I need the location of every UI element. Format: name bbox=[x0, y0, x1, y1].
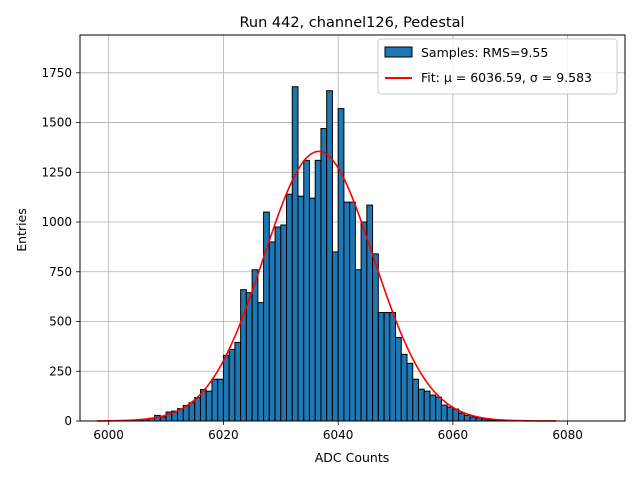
histogram-bar bbox=[189, 403, 195, 421]
histogram-bar bbox=[407, 363, 413, 421]
histogram-bar bbox=[304, 160, 310, 421]
histogram-bar bbox=[373, 254, 379, 421]
y-tick-label: 1000 bbox=[41, 215, 72, 229]
histogram-bar bbox=[332, 252, 338, 421]
histogram-bar bbox=[384, 313, 390, 421]
histogram-bar bbox=[287, 194, 293, 421]
histogram-bar bbox=[355, 270, 361, 421]
histogram-bar bbox=[321, 129, 327, 421]
histogram-bar bbox=[464, 415, 470, 421]
histogram-bar bbox=[418, 389, 424, 421]
histogram-bar bbox=[361, 222, 367, 421]
histogram-bar bbox=[424, 391, 430, 421]
histogram-bar bbox=[229, 349, 235, 421]
histogram-bar bbox=[436, 397, 442, 421]
x-tick-label: 6080 bbox=[552, 428, 583, 442]
histogram-bar bbox=[378, 313, 384, 421]
x-tick-label: 6040 bbox=[323, 428, 354, 442]
histogram-bar bbox=[258, 303, 264, 421]
y-tick-label: 500 bbox=[49, 315, 72, 329]
histogram-bar bbox=[327, 91, 333, 421]
histogram-bar bbox=[292, 87, 298, 421]
histogram-bar bbox=[315, 160, 321, 421]
histogram-bar bbox=[281, 225, 287, 421]
y-tick-label: 1250 bbox=[41, 165, 72, 179]
x-tick-label: 6000 bbox=[93, 428, 124, 442]
histogram-bar bbox=[269, 242, 275, 421]
histogram-bar bbox=[367, 205, 373, 421]
histogram-bar bbox=[223, 355, 229, 421]
legend-samples-label: Samples: RMS=9.55 bbox=[421, 45, 548, 60]
y-tick-label: 750 bbox=[49, 265, 72, 279]
histogram-bar bbox=[252, 270, 258, 421]
chart-title: Run 442, channel126, Pedestal bbox=[239, 15, 464, 31]
histogram-bar bbox=[350, 202, 356, 421]
histogram-bar bbox=[430, 395, 436, 421]
histogram-bar bbox=[218, 379, 224, 421]
legend-samples-swatch bbox=[385, 47, 412, 57]
histogram-bar bbox=[441, 405, 447, 421]
histogram-bar bbox=[459, 413, 465, 421]
y-tick-label: 0 bbox=[64, 414, 72, 428]
histogram-bar bbox=[344, 202, 350, 421]
legend-fit-label: Fit: μ = 6036.59, σ = 9.583 bbox=[421, 70, 592, 85]
histogram-bar bbox=[160, 417, 166, 421]
y-tick-label: 1500 bbox=[41, 116, 72, 130]
histogram-bar bbox=[309, 198, 315, 421]
histogram-bar bbox=[396, 337, 402, 421]
histogram-bar bbox=[275, 227, 281, 421]
histogram-bar bbox=[390, 313, 396, 421]
y-axis-label: Entries bbox=[14, 208, 29, 252]
y-tick-label: 1750 bbox=[41, 66, 72, 80]
x-axis-label: ADC Counts bbox=[315, 450, 390, 465]
histogram-bar bbox=[235, 342, 241, 421]
histogram-bar bbox=[246, 293, 252, 421]
histogram-bar bbox=[470, 417, 476, 421]
legend: Samples: RMS=9.55 Fit: μ = 6036.59, σ = … bbox=[378, 39, 617, 94]
histogram-bar bbox=[195, 398, 201, 421]
histogram-bar bbox=[212, 379, 218, 421]
histogram-bar bbox=[298, 196, 304, 421]
x-tick-label: 6060 bbox=[438, 428, 469, 442]
histogram-bar bbox=[413, 379, 419, 421]
histogram-bar bbox=[401, 354, 407, 421]
y-tick-label: 250 bbox=[49, 364, 72, 378]
histogram-bar bbox=[338, 109, 344, 421]
histogram-bar bbox=[206, 391, 212, 421]
x-tick-label: 6020 bbox=[208, 428, 239, 442]
histogram-bar bbox=[447, 407, 453, 421]
